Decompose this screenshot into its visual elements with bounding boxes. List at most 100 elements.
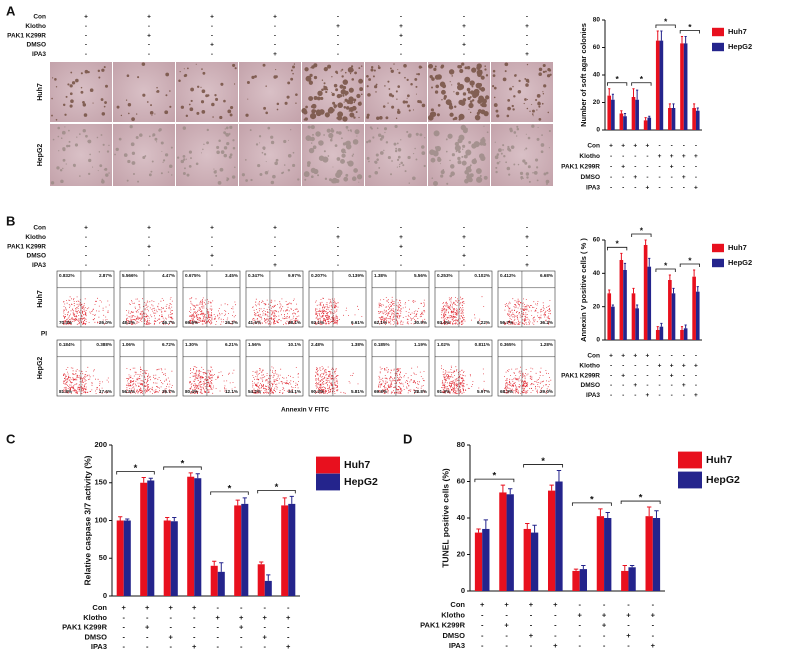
significance-mark: * [640,225,644,235]
error-bar [672,103,675,108]
treatment-sign: - [646,382,648,389]
treatment-sign: - [264,603,267,612]
treatment-sign: - [481,610,484,619]
treatment-label: Con [450,600,465,609]
quadrant-value: 46.7% [162,320,175,325]
treatment-sign: - [274,253,276,260]
bar [619,113,624,130]
treatment-sign: - [671,185,673,192]
micrograph [176,124,238,186]
quadrant-value: 54.2% [248,389,261,394]
flow-events [126,297,174,325]
significance-mark: * [228,483,232,494]
treatment-sign: - [274,243,276,250]
treatment-sign: + [192,603,197,612]
treatment-sign: - [85,234,87,241]
panel-label: D [403,431,412,446]
significance-mark: * [590,494,594,505]
treatment-sign: - [240,603,243,612]
treatment-sign: - [337,51,339,58]
treatment-sign: + [263,632,268,641]
treatment-sign: + [626,631,631,640]
treatment-sign: - [610,174,612,181]
treatment-sign: - [627,641,630,650]
error-bar [605,512,610,518]
legend-swatch [678,451,702,469]
bar [523,528,531,591]
error-bar [644,239,647,245]
treatment-sign: + [147,225,151,232]
bar [647,266,652,340]
treatment-sign: + [525,51,529,58]
treatment-sign: - [337,225,339,232]
flow-plot [56,339,115,397]
treatment-sign: - [264,642,267,651]
error-bar [141,476,146,483]
quadrant-value: 30.9% [414,320,427,325]
bar [635,99,639,130]
treatment-sign: - [274,32,276,39]
treatment-sign: - [463,225,465,232]
bar [680,43,684,130]
quadrant-value: 28.8% [414,389,427,394]
treatment-sign: + [626,610,631,619]
treatment-sign: - [658,382,660,389]
error-bar [622,564,627,571]
bar [116,520,124,596]
error-bar [680,36,684,44]
treatment-sign: - [287,603,290,612]
bar [264,580,272,596]
flow-events [63,296,110,325]
treatment-sign: - [610,392,612,399]
treatment-sign: - [274,23,276,30]
treatment-sign: + [210,253,214,260]
significance-bracket [631,82,652,86]
significance-mark: * [134,463,138,474]
treatment-sign: + [621,353,625,360]
quadrant-value: 26.0% [99,320,112,325]
bar [695,291,700,340]
bar [474,532,483,591]
quadrant-value: 68.3% [500,389,513,394]
colony [492,62,552,121]
error-bar [195,473,200,479]
significance-mark: * [181,458,185,469]
treatment-sign: - [634,363,636,370]
panel-label: C [6,431,16,446]
y-tick-label: 40 [457,513,465,522]
treatment-sign: - [634,153,636,160]
bar [623,116,627,130]
treatment-sign: + [525,262,529,269]
significance-mark: * [664,260,668,270]
treatment-sign: - [146,642,149,651]
treatment-sign: + [529,631,534,640]
y-tick-label: 200 [94,440,107,449]
treatment-sign: - [627,621,630,630]
treatment-sign: - [610,382,612,389]
error-bar [680,326,684,330]
quadrant-value: 10.1% [288,342,301,347]
treatment-sign: - [658,174,660,181]
bar [668,108,672,130]
treatment-sign: + [553,600,558,609]
treatment-sign: + [694,185,698,192]
bar [499,492,507,591]
treatment-sign: - [463,262,465,269]
treatment-label: Con [587,353,600,360]
treatment-sign: - [695,143,697,150]
treatment-sign: - [683,392,685,399]
bar [241,503,249,596]
error-bar [623,113,627,117]
treatment-sign: - [646,153,648,160]
treatment-label: Klotho [25,234,46,241]
bar [635,308,639,340]
bar [234,505,242,596]
treatment-sign: - [274,234,276,241]
quadrant-value: 48.2% [122,320,135,325]
treatment-sign: + [210,14,214,21]
significance-bracket [571,502,612,506]
quadrant-value: 36.2% [540,320,553,325]
flow-plot [119,270,178,328]
treatment-label: Con [33,225,46,232]
error-bar [282,497,287,506]
